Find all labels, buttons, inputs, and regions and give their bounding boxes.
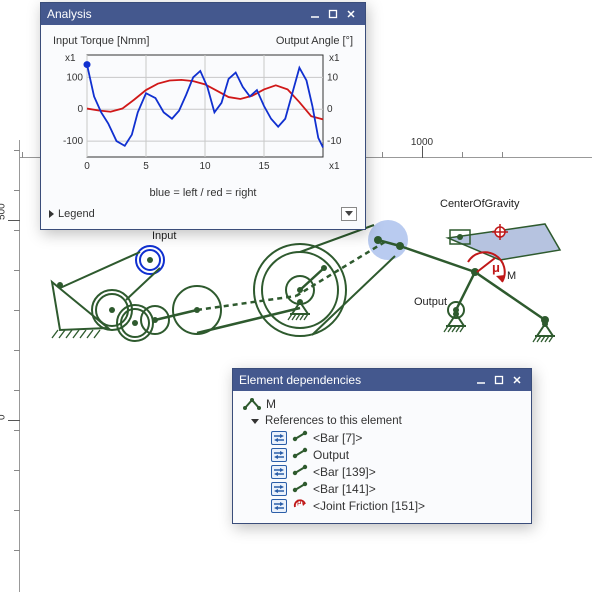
bar-icon bbox=[292, 481, 308, 496]
svg-text:x1: x1 bbox=[329, 53, 340, 64]
dep-item[interactable]: μ <Joint Friction [151]> bbox=[271, 498, 523, 513]
legend-label[interactable]: Legend bbox=[58, 208, 95, 220]
dependencies-title-text: Element dependencies bbox=[239, 373, 361, 387]
label-input: Input bbox=[152, 230, 176, 242]
svg-text:0: 0 bbox=[77, 104, 83, 115]
expand-icon bbox=[251, 419, 259, 424]
svg-text:0: 0 bbox=[327, 104, 333, 115]
analysis-titlebar[interactable]: Analysis bbox=[41, 3, 365, 25]
maximize-button[interactable] bbox=[491, 373, 507, 387]
svg-text:x1: x1 bbox=[329, 161, 340, 172]
svg-text:-10: -10 bbox=[327, 136, 342, 147]
label-output: Output bbox=[414, 296, 447, 308]
dependencies-titlebar[interactable]: Element dependencies bbox=[233, 369, 531, 391]
svg-text:μ: μ bbox=[297, 498, 302, 506]
dep-item[interactable]: <Bar [7]> bbox=[271, 430, 523, 445]
close-button[interactable] bbox=[343, 7, 359, 21]
reference-icon bbox=[271, 431, 287, 445]
legend-expand-icon[interactable] bbox=[49, 210, 54, 218]
bar-icon bbox=[292, 447, 308, 462]
minimize-button[interactable] bbox=[473, 373, 489, 387]
dep-item[interactable]: <Bar [139]> bbox=[271, 464, 523, 479]
dep-section-label: References to this element bbox=[265, 415, 402, 427]
dep-item-label: <Joint Friction [151]> bbox=[313, 499, 425, 513]
reference-icon bbox=[271, 465, 287, 479]
friction-icon: μ bbox=[292, 498, 308, 513]
dep-root[interactable]: M bbox=[243, 397, 523, 411]
chart-left-title: Input Torque [Nmm] bbox=[53, 35, 149, 47]
svg-text:10: 10 bbox=[199, 161, 211, 172]
chart-subtitle: blue = left / red = right bbox=[49, 187, 357, 199]
minimize-button[interactable] bbox=[307, 7, 323, 21]
reference-icon bbox=[271, 448, 287, 462]
dep-root-label: M bbox=[266, 397, 276, 411]
dep-item-label: <Bar [141]> bbox=[313, 482, 376, 496]
dep-section-header[interactable]: References to this element bbox=[251, 415, 523, 427]
reference-icon bbox=[271, 482, 287, 496]
dep-item-label: Output bbox=[313, 448, 349, 462]
label-center-of-gravity: CenterOfGravity bbox=[440, 198, 519, 210]
label-m: M bbox=[507, 270, 516, 282]
svg-text:10: 10 bbox=[327, 72, 339, 83]
analysis-chart: Input Torque [Nmm] Output Angle [°] 0 5 10… bbox=[53, 35, 353, 185]
legend-dropdown-button[interactable] bbox=[341, 207, 357, 221]
dependencies-window: Element dependencies M References to thi… bbox=[232, 368, 532, 524]
reference-icon bbox=[271, 499, 287, 513]
chart-right-title: Output Angle [°] bbox=[276, 35, 353, 47]
analysis-title-text: Analysis bbox=[47, 7, 92, 21]
bar-icon bbox=[292, 430, 308, 445]
close-button[interactable] bbox=[509, 373, 525, 387]
svg-text:μ: μ bbox=[492, 260, 500, 275]
bar-icon bbox=[292, 464, 308, 479]
svg-text:x1: x1 bbox=[65, 53, 76, 64]
svg-text:15: 15 bbox=[258, 161, 270, 172]
dep-item-label: <Bar [139]> bbox=[313, 465, 376, 479]
analysis-window: Analysis Input Torque [Nmm] Output Angle… bbox=[40, 2, 366, 230]
svg-text:5: 5 bbox=[143, 161, 149, 172]
ruler-vertical: 5000 bbox=[0, 140, 20, 592]
svg-text:-100: -100 bbox=[63, 136, 83, 147]
svg-text:100: 100 bbox=[66, 72, 83, 83]
link-pair-icon bbox=[243, 397, 261, 411]
maximize-button[interactable] bbox=[325, 7, 341, 21]
dep-item[interactable]: Output bbox=[271, 447, 523, 462]
svg-text:0: 0 bbox=[84, 161, 90, 172]
dep-item[interactable]: <Bar [141]> bbox=[271, 481, 523, 496]
dep-item-label: <Bar [7]> bbox=[313, 431, 362, 445]
